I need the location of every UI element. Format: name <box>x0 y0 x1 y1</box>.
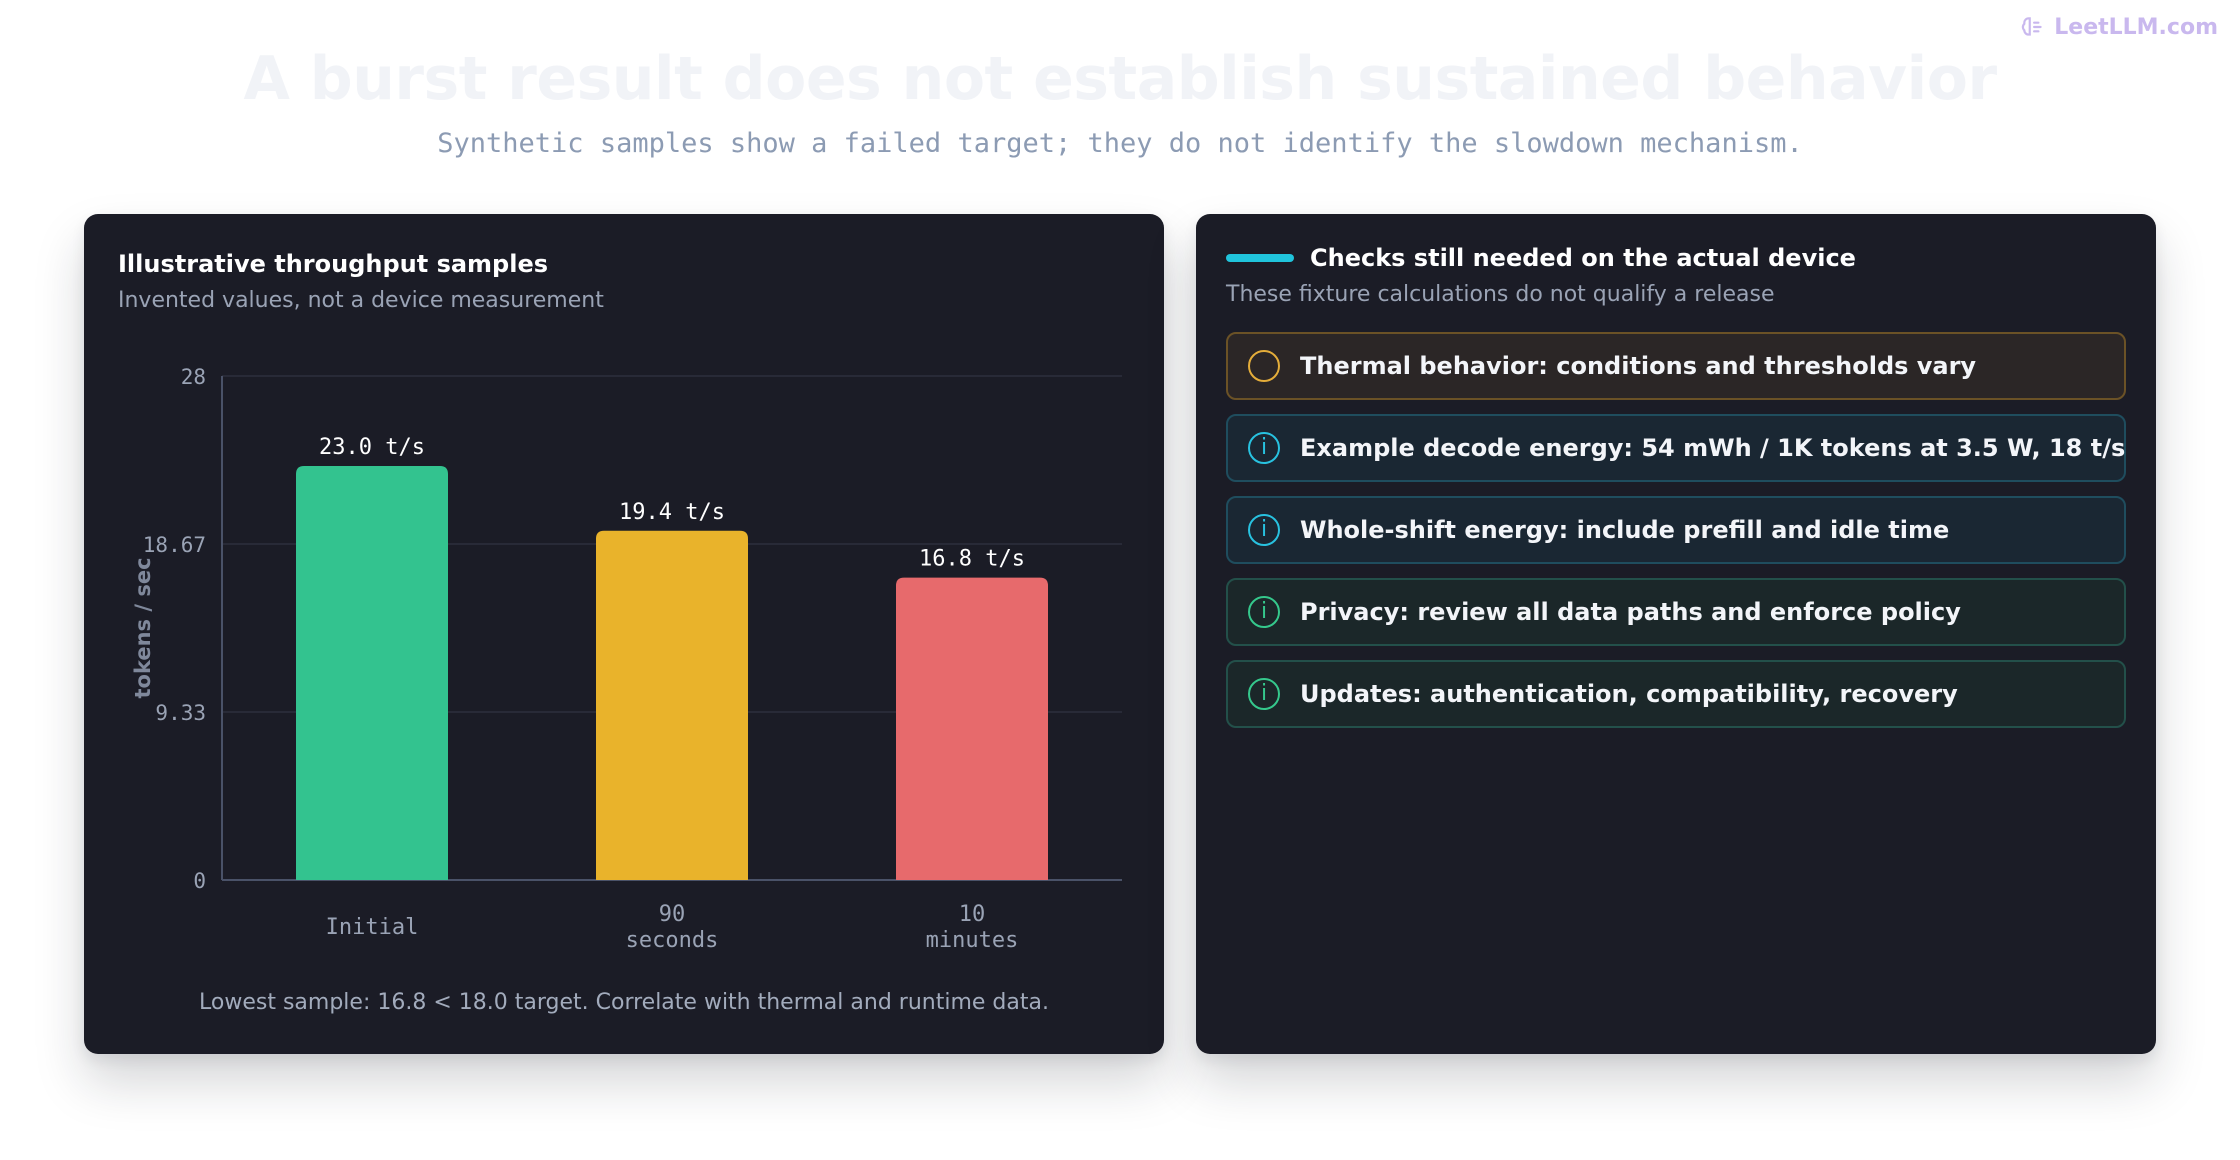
check-item: i Whole-shift energy: include prefill and… <box>1226 496 2126 564</box>
brain-icon <box>2022 17 2042 36</box>
page-title: A burst result does not establish sustai… <box>243 44 1997 114</box>
check-text: Whole-shift energy: include prefill and … <box>1300 516 1950 544</box>
bar-data-label: 16.8 t/s <box>919 547 1025 572</box>
check-item: Thermal behavior: conditions and thresho… <box>1226 332 2126 400</box>
chart-title: Illustrative throughput samples <box>118 250 549 278</box>
chart-subtitle: Invented values, not a device measuremen… <box>118 288 604 313</box>
bar <box>596 530 748 880</box>
brand-name: LeetLLM.com <box>2054 14 2218 40</box>
check-item: i Privacy: review all data paths and enfo… <box>1226 578 2126 646</box>
check-text: Example decode energy: 54 mWh / 1K token… <box>1300 434 2126 462</box>
y-axis-label: tokens / sec <box>131 557 155 698</box>
bar <box>296 466 448 880</box>
check-item: i Updates: authentication, compatibility,… <box>1226 660 2126 728</box>
chart-footnote: Lowest sample: 16.8 < 18.0 target. Corre… <box>199 990 1049 1015</box>
info-icon: i <box>1248 596 1280 628</box>
chart-card: Illustrative throughput samples Invented… <box>84 214 1164 1054</box>
x-tick-label: 10 <box>959 902 986 927</box>
check-text: Updates: authentication, compatibility, … <box>1300 680 1958 708</box>
page-subtitle: Synthetic samples show a failed target; … <box>437 128 1803 159</box>
checks-list: Thermal behavior: conditions and thresho… <box>1226 332 2126 728</box>
circle-warning-icon <box>1248 350 1280 382</box>
x-tick-label: seconds <box>626 928 719 953</box>
info-icon: i <box>1248 678 1280 710</box>
check-text: Thermal behavior: conditions and thresho… <box>1300 352 1977 380</box>
checks-panel: Checks still needed on the actual device… <box>1196 214 2156 1054</box>
y-tick-label: 9.33 <box>155 701 206 725</box>
panel-subtitle: These fixture calculations do not qualif… <box>1226 282 1775 307</box>
check-item: i Example decode energy: 54 mWh / 1K toke… <box>1226 414 2126 482</box>
y-tick-label: 0 <box>193 869 206 893</box>
y-tick-label: 18.67 <box>143 533 206 557</box>
brand-logo: LeetLLM.com <box>2020 14 2218 40</box>
bar <box>896 577 1048 880</box>
bar-data-label: 23.0 t/s <box>319 435 425 460</box>
y-tick-label: 28 <box>181 365 206 389</box>
x-tick-label: Initial <box>326 915 419 940</box>
bar-data-label: 19.4 t/s <box>619 500 725 525</box>
info-icon: i <box>1248 432 1280 464</box>
x-tick-label: minutes <box>926 928 1019 953</box>
accent-bar <box>1226 254 1294 262</box>
info-icon: i <box>1248 514 1280 546</box>
bar-chart: 0 9.33 18.67 28 tokens / sec 23.0 t/s Initial 1… <box>131 365 1122 953</box>
panel-title: Checks still needed on the actual device <box>1310 244 1856 272</box>
check-text: Privacy: review all data paths and enfor… <box>1300 598 1961 626</box>
x-tick-label: 90 <box>659 902 686 927</box>
